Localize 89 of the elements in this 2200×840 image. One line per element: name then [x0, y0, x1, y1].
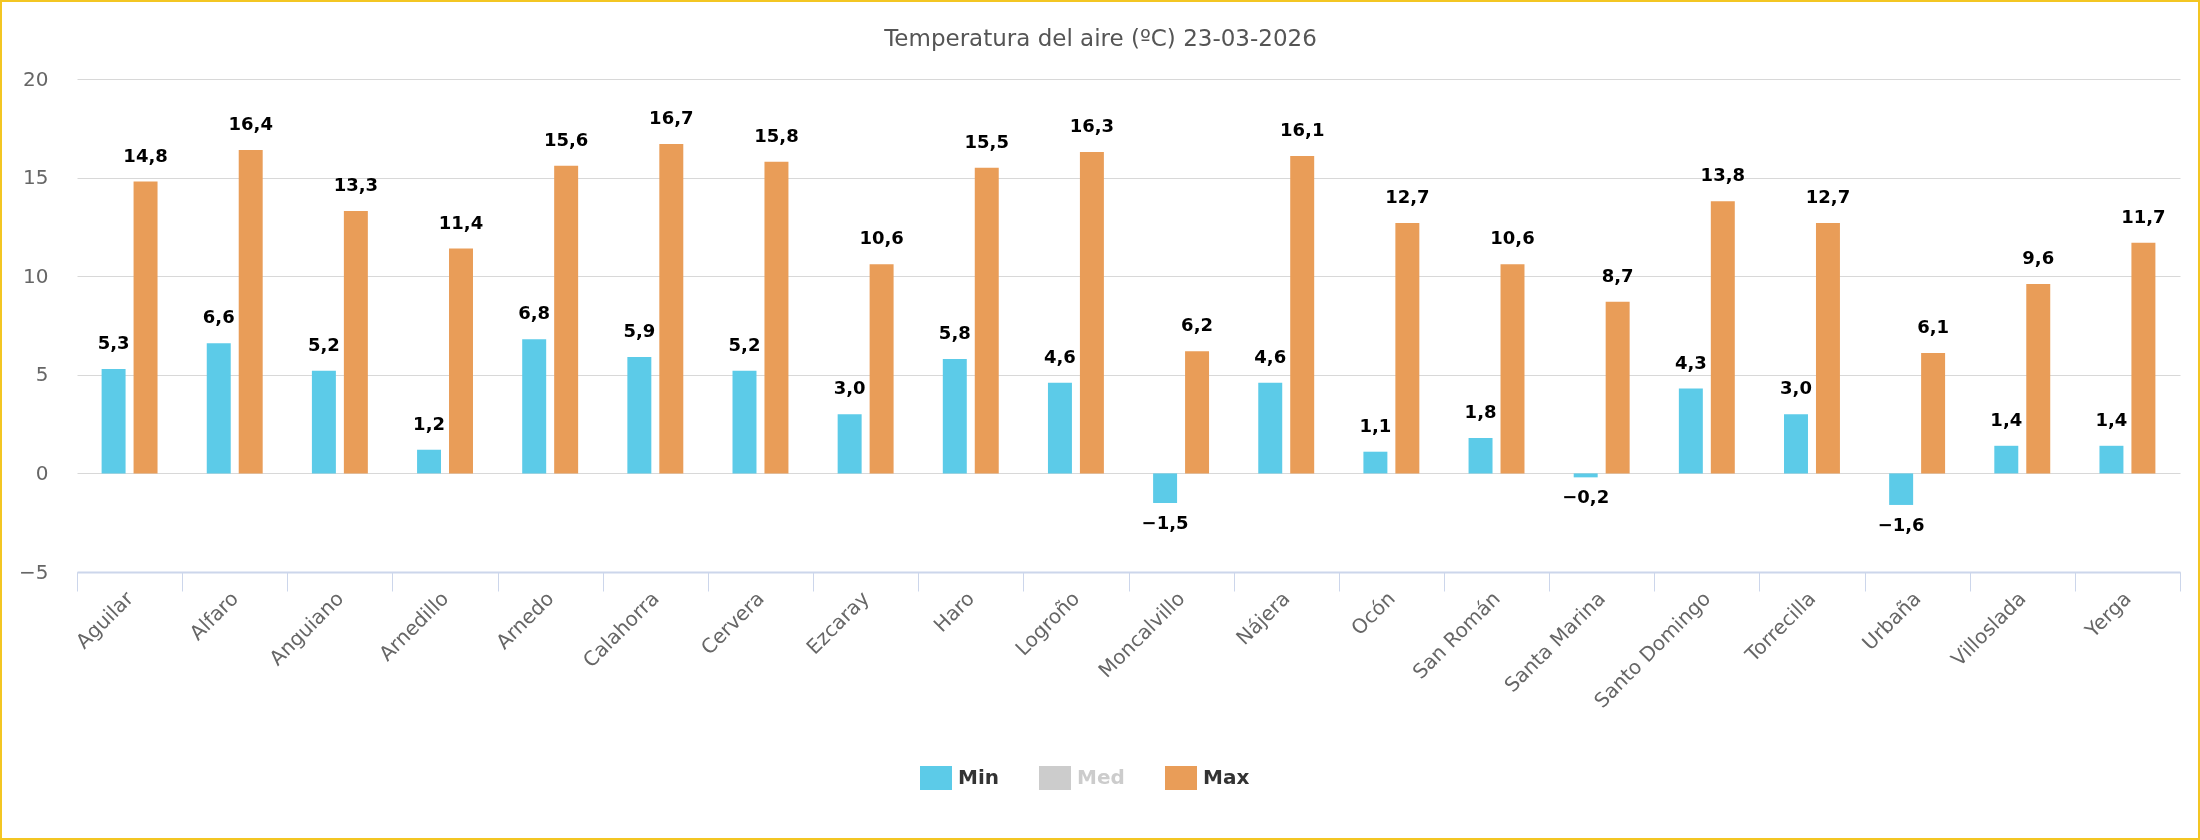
data-label: 13,8 [1700, 164, 1746, 186]
bar [1395, 222, 1420, 474]
data-label: 12,7 [1385, 185, 1430, 207]
data-label: 6,2 [1181, 314, 1213, 336]
data-label: 6,6 [202, 306, 235, 328]
data-label: 16,4 [228, 112, 273, 134]
data-label: 15,8 [754, 124, 799, 146]
bar [837, 414, 862, 474]
data-label: 16,7 [649, 107, 694, 129]
bar [1710, 201, 1735, 474]
data-label: 11,7 [2121, 205, 2166, 227]
bar [1468, 437, 1493, 474]
data-label: 9,6 [2022, 247, 2055, 269]
bar [1921, 353, 1946, 474]
data-label: 16,3 [1069, 114, 1115, 136]
bar [1363, 451, 1388, 474]
data-label: 1,4 [1990, 408, 2023, 430]
bar [311, 370, 336, 474]
bar [206, 343, 231, 474]
bar [659, 144, 684, 474]
bar [343, 211, 368, 474]
y-tick-label: 5 [35, 362, 49, 387]
data-label: 4,6 [1044, 345, 1076, 367]
data-label: 5,3 [97, 331, 130, 353]
bar [1994, 445, 2019, 474]
data-label: 5,8 [938, 322, 971, 344]
bar [2131, 242, 2156, 474]
bar [1079, 151, 1104, 474]
bar [627, 357, 652, 474]
bar [554, 165, 579, 474]
data-label: 1,8 [1464, 400, 1497, 422]
bar [1500, 264, 1525, 474]
y-tick-label: 15 [23, 165, 49, 190]
legend-label: Min [958, 765, 999, 789]
bar [1185, 351, 1210, 474]
bar [1784, 414, 1808, 474]
y-tick-label: 0 [35, 460, 49, 485]
bar [1290, 155, 1315, 474]
data-label: 14,8 [123, 144, 168, 166]
data-label: 10,6 [859, 227, 904, 249]
data-label: 11,4 [438, 211, 484, 233]
data-label: 10,6 [1490, 227, 1535, 249]
data-label: 15,5 [964, 130, 1009, 152]
bar [1889, 473, 1914, 505]
bar [1047, 382, 1072, 474]
data-label: 5,9 [623, 320, 656, 342]
bar [522, 339, 547, 474]
bar [449, 248, 473, 474]
data-label: 1,1 [1359, 414, 1392, 436]
bar [101, 368, 126, 474]
bar [942, 359, 967, 474]
data-label: 6,8 [518, 302, 551, 324]
y-tick-label: 20 [23, 66, 49, 91]
chart-title: Temperatura del aire (ºC) 23-03-2026 [883, 25, 1317, 51]
data-label: 6,1 [1917, 316, 1950, 338]
bar [1573, 473, 1598, 478]
bar [417, 449, 442, 474]
data-label: 15,6 [543, 128, 589, 150]
y-tick-label: 10 [23, 263, 49, 288]
data-label: 16,1 [1279, 118, 1325, 140]
data-label: −0,2 [1562, 486, 1610, 508]
data-label: 3,0 [1780, 377, 1812, 399]
bar [1605, 301, 1630, 474]
bar [2026, 284, 2051, 474]
data-label: 4,6 [1254, 345, 1287, 367]
bar [133, 181, 158, 474]
y-tick-label: −5 [19, 559, 49, 584]
bar [238, 149, 263, 474]
bar [732, 370, 757, 474]
bar [869, 264, 894, 474]
data-label: 5,2 [307, 333, 340, 355]
bar [974, 167, 999, 474]
bar [1258, 382, 1283, 474]
data-label: −1,6 [1877, 513, 1925, 535]
bar [764, 161, 789, 474]
bar [1153, 473, 1178, 503]
legend-label: Max [1203, 765, 1250, 789]
bar [1815, 222, 1840, 474]
data-label: 12,7 [1805, 185, 1851, 207]
data-label: 5,2 [728, 333, 761, 355]
bar [1678, 388, 1703, 474]
data-label: 1,4 [2095, 408, 2128, 430]
data-label: 8,7 [1601, 264, 1634, 286]
data-label: −1,5 [1141, 511, 1189, 533]
data-label: 4,3 [1674, 351, 1707, 373]
bar [2099, 445, 2124, 474]
data-label: 13,3 [333, 174, 379, 196]
data-label: 1,2 [413, 412, 445, 434]
data-label: 3,0 [833, 377, 866, 399]
